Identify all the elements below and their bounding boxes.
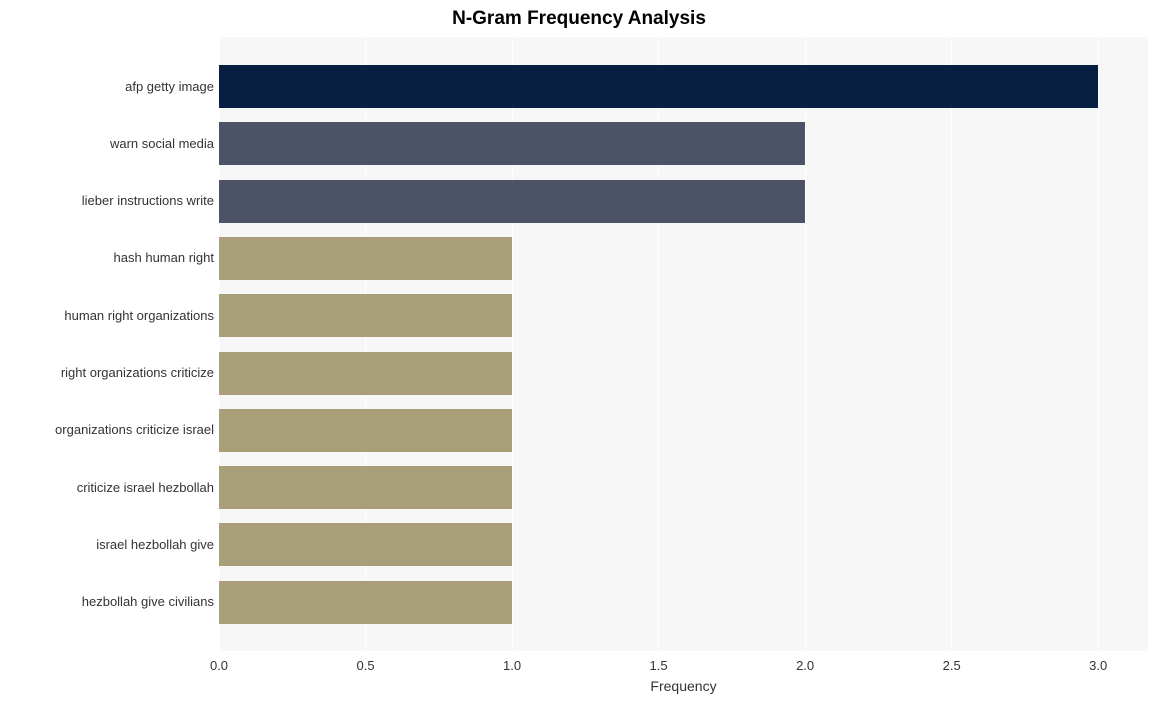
chart-title: N-Gram Frequency Analysis	[0, 8, 1158, 30]
y-tick-label: hash human right	[114, 250, 214, 265]
y-tick-label: lieber instructions write	[82, 193, 214, 208]
bar	[219, 180, 805, 223]
bar	[219, 122, 805, 165]
bar	[219, 294, 512, 337]
y-tick-label: hezbollah give civilians	[82, 594, 214, 609]
x-tick-label: 0.0	[210, 658, 228, 673]
y-tick-label: afp getty image	[125, 79, 214, 94]
bar	[219, 352, 512, 395]
x-tick-label: 2.0	[796, 658, 814, 673]
y-tick-label: warn social media	[110, 136, 214, 151]
x-axis-title: Frequency	[644, 678, 724, 694]
bar	[219, 65, 1098, 108]
y-tick-label: right organizations criticize	[61, 365, 214, 380]
x-tick-label: 1.0	[503, 658, 521, 673]
bar	[219, 581, 512, 624]
y-tick-label: human right organizations	[64, 308, 214, 323]
grid-line-vertical	[951, 37, 952, 651]
x-tick-label: 0.5	[356, 658, 374, 673]
ngram-chart: N-Gram Frequency Analysis Frequency 0.0 0…	[0, 0, 1158, 701]
x-tick-label: 1.5	[650, 658, 668, 673]
y-tick-label: israel hezbollah give	[96, 537, 214, 552]
x-tick-label: 3.0	[1089, 658, 1107, 673]
y-tick-label: criticize israel hezbollah	[77, 480, 214, 495]
bar	[219, 466, 512, 509]
bar	[219, 409, 512, 452]
y-tick-label: organizations criticize israel	[55, 422, 214, 437]
grid-line-vertical	[1098, 37, 1099, 651]
bar	[219, 237, 512, 280]
bar	[219, 523, 512, 566]
x-tick-label: 2.5	[943, 658, 961, 673]
